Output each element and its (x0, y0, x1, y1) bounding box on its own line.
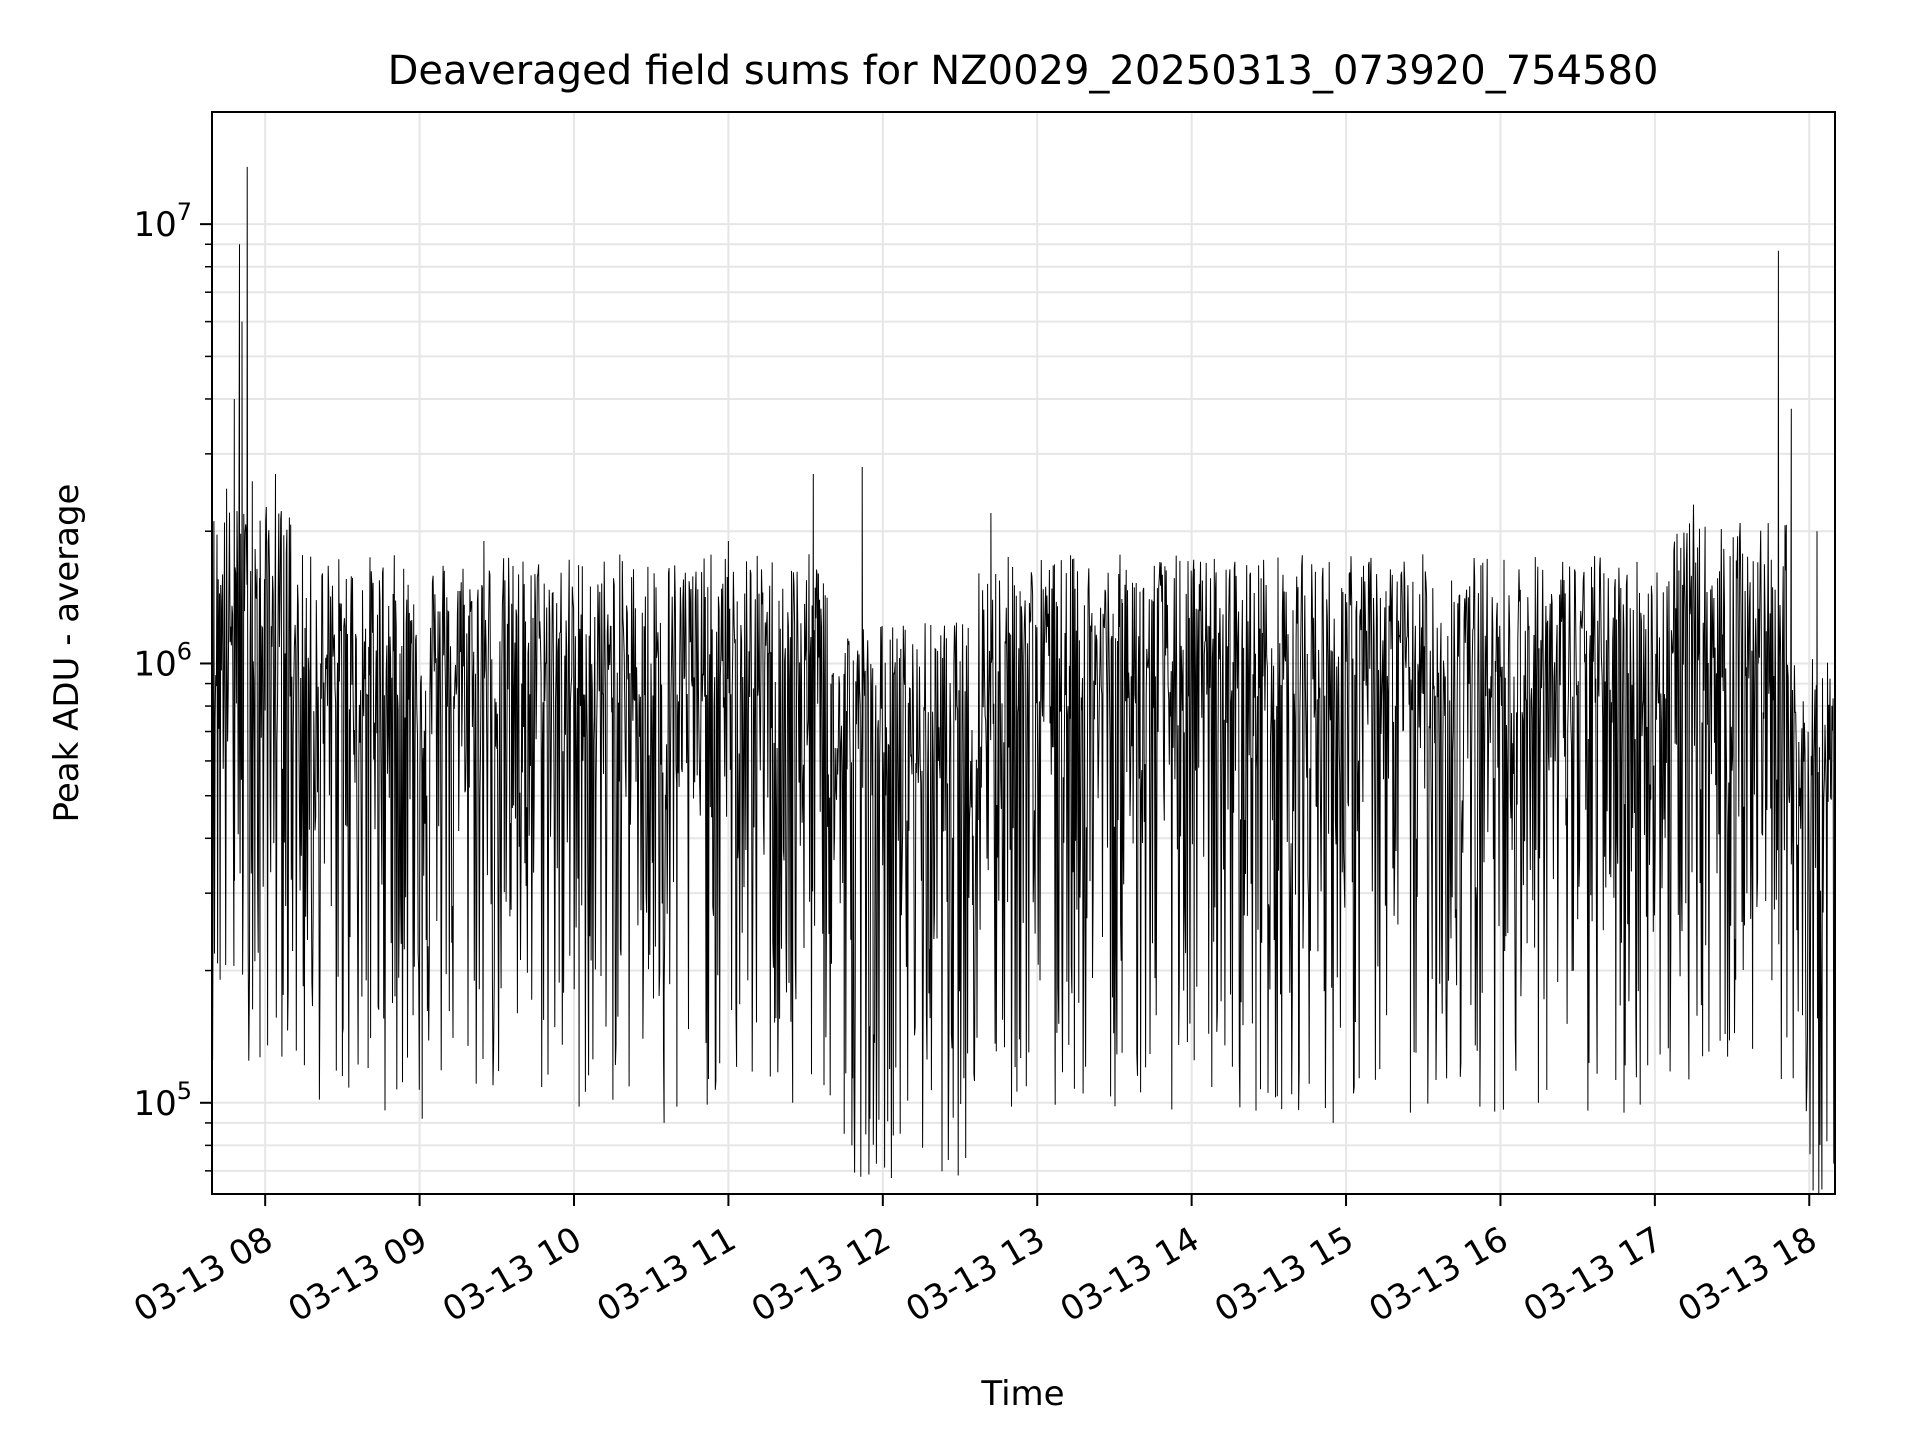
y-tick-label: 107 (133, 198, 192, 245)
y-axis-label: Peak ADU - average (47, 484, 87, 823)
y-tick-label: 106 (133, 637, 192, 684)
plot-area (211, 166, 1836, 1194)
axes-frame (211, 111, 1836, 1195)
chart-title: Deaveraged field sums for NZ0029_2025031… (388, 48, 1659, 94)
y-tick-label: 105 (133, 1077, 192, 1124)
x-axis-label: Time (980, 1374, 1064, 1414)
series-line (211, 166, 1836, 1194)
